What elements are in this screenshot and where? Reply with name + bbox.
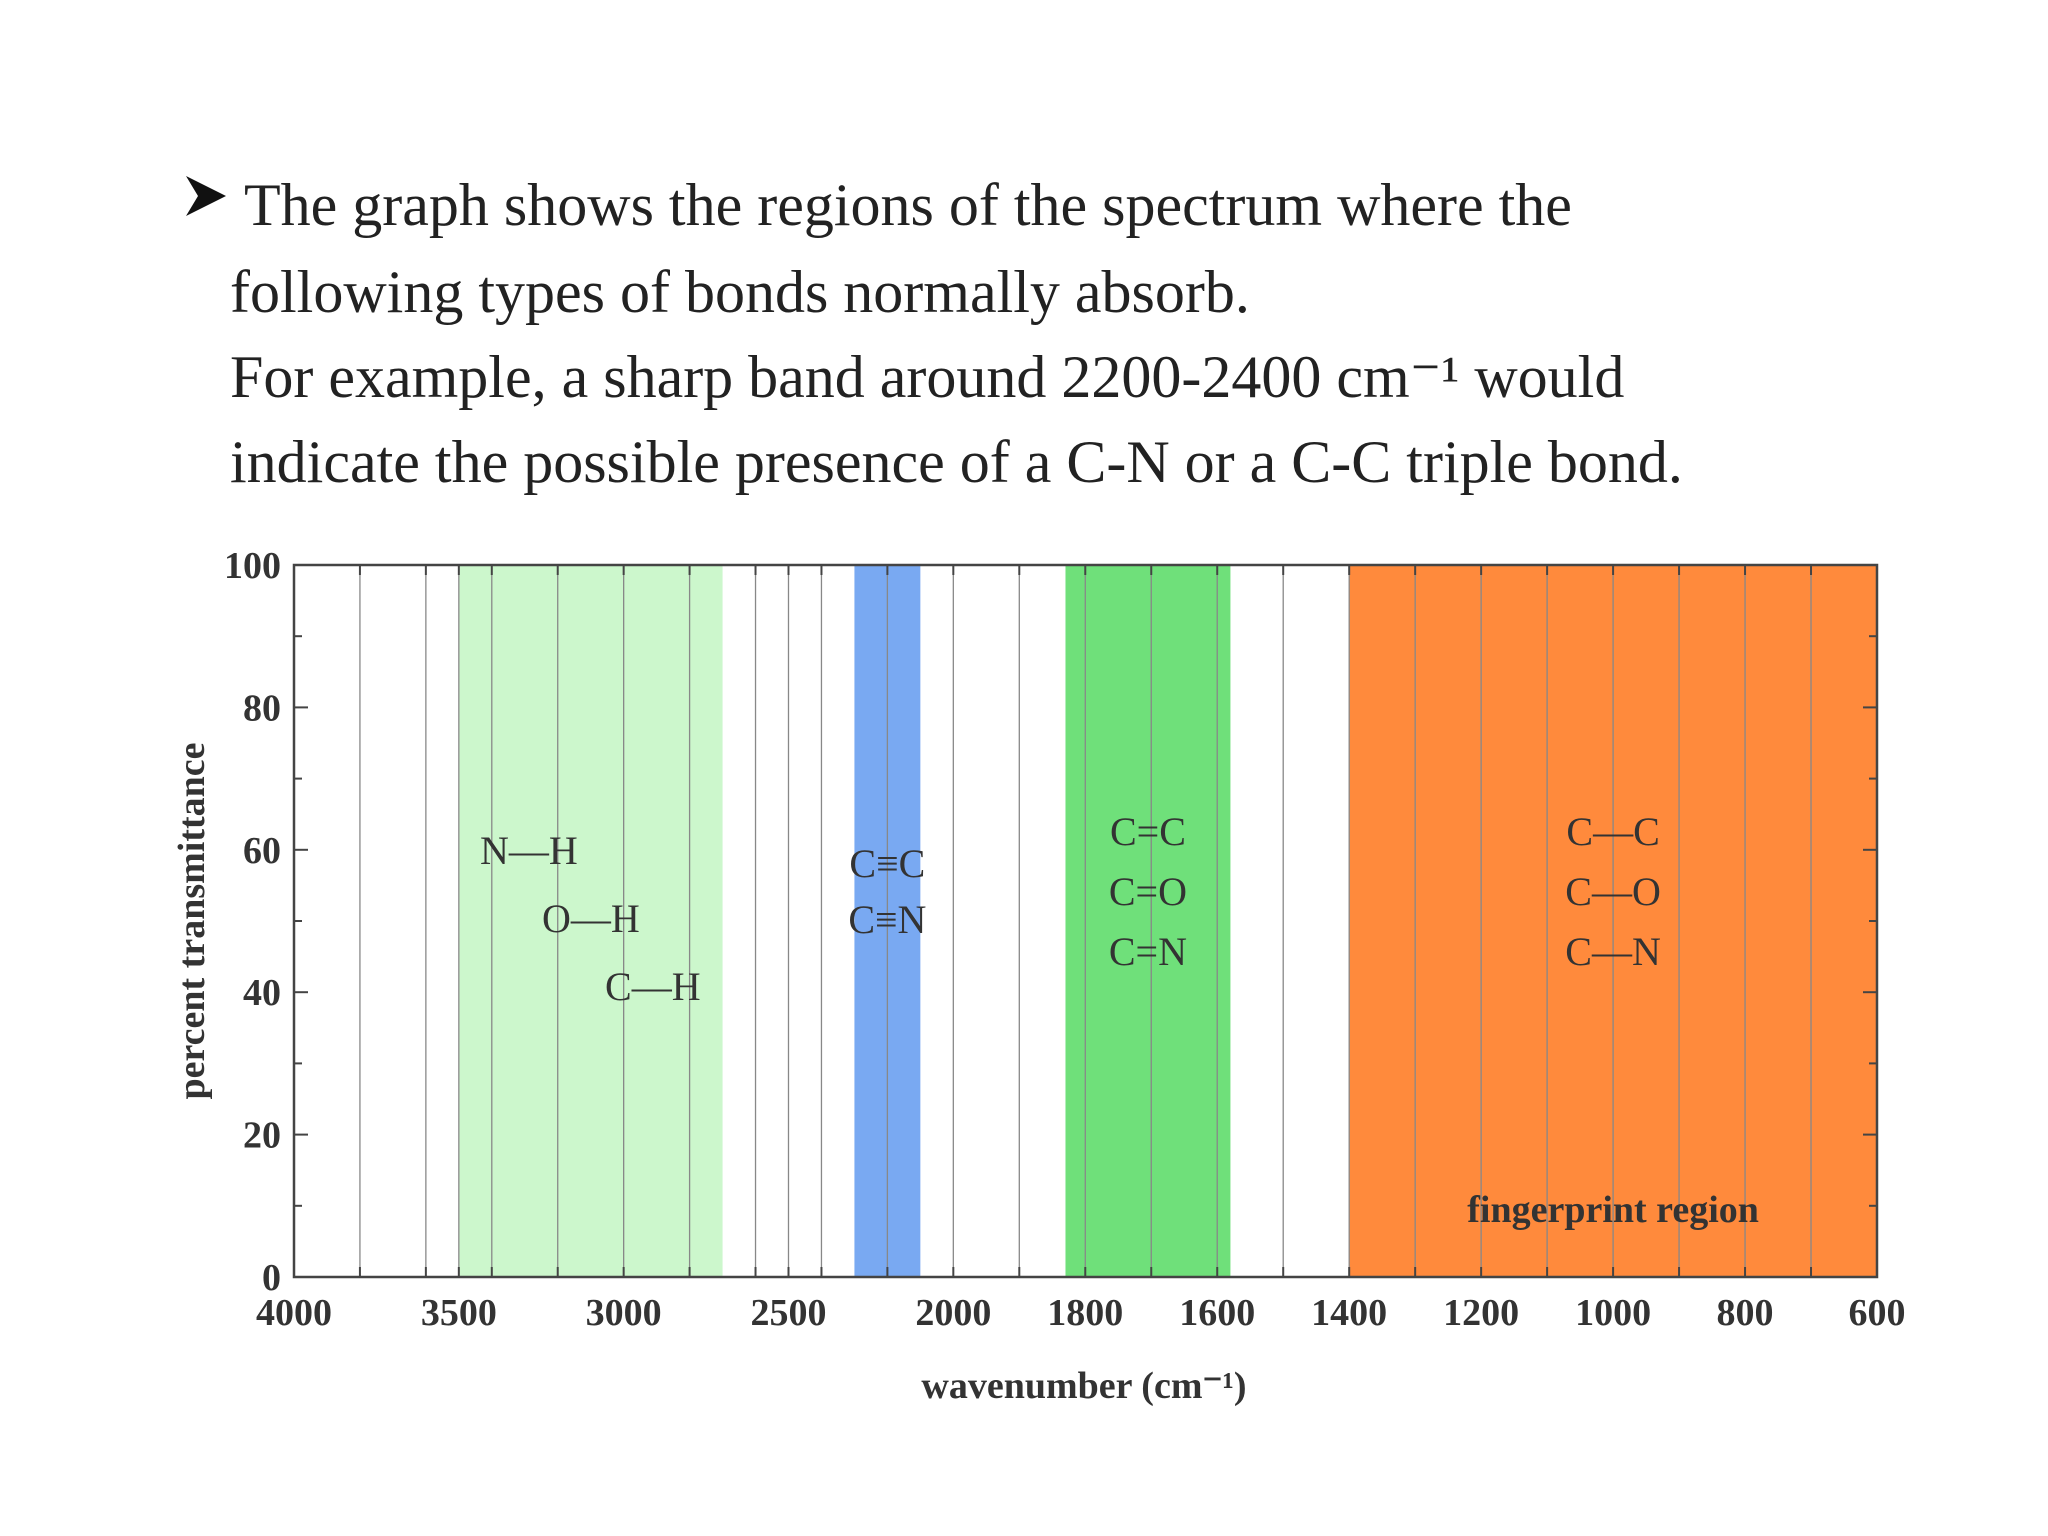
region-label: C—C xyxy=(1566,809,1659,854)
region xyxy=(1065,565,1231,1277)
y-tick-label: 100 xyxy=(224,545,281,587)
x-tick-label: 1200 xyxy=(1443,1292,1519,1334)
x-tick-label: 3000 xyxy=(586,1292,662,1334)
x-tick-label: 1400 xyxy=(1311,1292,1387,1334)
region xyxy=(458,565,723,1277)
slide-text: For example, a sharp band around 2200-24… xyxy=(230,344,1624,410)
x-tick-label: 800 xyxy=(1717,1292,1774,1334)
region-label: C—N xyxy=(1565,929,1661,974)
region-label: C≡N xyxy=(848,897,926,942)
region-label: C=N xyxy=(1109,929,1187,974)
region-label: O—H xyxy=(542,896,640,941)
y-axis-label: percent transmittance xyxy=(171,742,213,1099)
region-label: C=O xyxy=(1109,869,1187,914)
region-label: C—O xyxy=(1565,869,1661,914)
region-label: N—H xyxy=(480,828,578,873)
bullet-arrow xyxy=(186,176,226,216)
slide-text: The graph shows the regions of the spect… xyxy=(244,172,1572,238)
x-tick-label: 1000 xyxy=(1575,1292,1651,1334)
y-tick-label: 0 xyxy=(262,1257,281,1299)
slide-text: following types of bonds normally absorb… xyxy=(230,259,1250,325)
x-tick-label: 600 xyxy=(1849,1292,1906,1334)
plot-frame xyxy=(292,563,1879,1279)
x-tick-label: 4000 xyxy=(256,1292,332,1334)
y-tick-label: 40 xyxy=(243,972,281,1014)
y-tick-label: 20 xyxy=(243,1115,281,1157)
x-axis-label: wavenumber (cm⁻¹) xyxy=(921,1365,1246,1407)
region-note: fingerprint region xyxy=(1467,1189,1759,1231)
chart: 4000 3500 3000 2500 2000 1800 1600 1400 1200 1000… xyxy=(171,545,1906,1407)
x-tick-label: 1600 xyxy=(1179,1292,1255,1334)
region-label: C≡C xyxy=(849,841,925,886)
x-tick-label: 2000 xyxy=(915,1292,991,1334)
x-tick-label: 3500 xyxy=(421,1292,497,1334)
region-label: C=C xyxy=(1110,809,1186,854)
x-tick-label: 2500 xyxy=(750,1292,826,1334)
y-tick-label: 60 xyxy=(243,830,281,872)
x-tick-label: 1800 xyxy=(1047,1292,1123,1334)
slide-text: indicate the possible presence of a C-N … xyxy=(230,429,1683,495)
region-label: C—H xyxy=(605,964,701,1009)
y-tick-label: 80 xyxy=(243,687,281,729)
